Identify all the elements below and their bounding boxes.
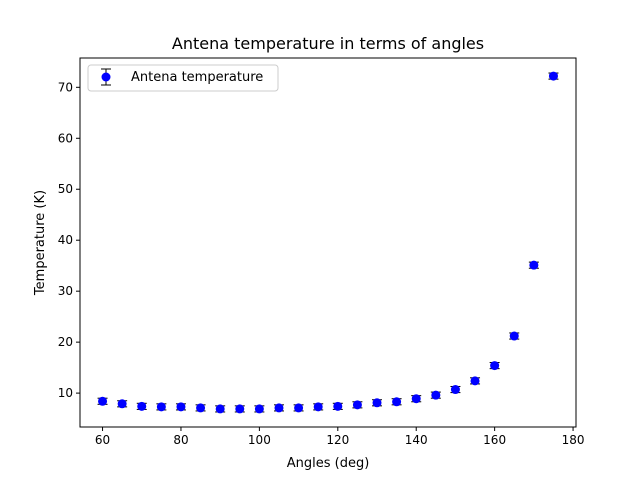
data-point [293,403,304,413]
data-marker [470,376,480,386]
data-marker [352,400,362,410]
data-marker [411,394,421,404]
data-point [450,385,461,395]
y-tick-label: 30 [58,284,73,298]
y-axis: 10 20 30 40 50 60 70 [58,80,80,400]
data-point [528,260,539,270]
data-marker [254,404,264,414]
x-tick-label: 180 [562,433,585,447]
data-point [97,396,108,406]
data-marker [294,403,304,413]
x-axis-label: Angles (deg) [287,456,370,471]
data-point [372,398,383,408]
data-point [470,376,481,386]
data-marker [490,361,500,371]
x-tick-label: 80 [173,433,188,447]
legend: Antena temperature [87,64,279,92]
data-point [117,399,128,409]
x-tick-label: 60 [95,433,110,447]
data-point [215,404,226,414]
y-tick-label: 50 [58,182,73,196]
x-tick-label: 100 [248,433,271,447]
data-marker [548,71,558,81]
data-point [175,402,186,412]
data-marker [156,402,166,412]
data-point [254,404,265,414]
data-marker [98,396,108,406]
data-marker [333,401,343,411]
data-point [391,397,402,407]
x-tick-label: 140 [405,433,428,447]
data-point [352,400,363,410]
data-marker [117,399,127,409]
data-point [136,401,147,411]
y-tick-label: 70 [58,80,73,94]
axes-frame [79,57,577,428]
y-tick-label: 20 [58,335,73,349]
data-marker [137,401,147,411]
data-marker [313,402,323,412]
data-point [548,71,559,81]
y-tick-label: 40 [58,233,73,247]
data-point [430,390,441,400]
data-point [234,404,245,414]
plot-area [97,71,559,414]
y-tick-label: 10 [58,386,73,400]
x-tick-label: 160 [483,433,506,447]
data-marker [509,331,519,341]
data-point [156,402,167,412]
data-point [489,361,500,371]
data-point [509,331,520,341]
chart-title: Antena temperature in terms of angles [172,34,484,53]
data-point [411,394,422,404]
data-marker [392,397,402,407]
data-point [273,403,284,413]
y-axis-label: Temperature (K) [33,190,48,296]
data-marker [196,403,206,413]
y-tick-label: 60 [58,131,73,145]
legend-label: Antena temperature [131,70,263,85]
data-point [195,403,206,413]
x-axis: 60 80 100 120 140 160 180 [95,427,585,447]
legend-box [87,64,279,92]
data-point [313,402,324,412]
data-marker [450,385,460,395]
data-marker [235,404,245,414]
data-marker [215,404,225,414]
x-tick-label: 120 [326,433,349,447]
data-marker [372,398,382,408]
data-marker [274,403,284,413]
legend-marker-icon [101,72,111,82]
data-marker [529,260,539,270]
data-point [332,401,343,411]
data-marker [176,402,186,412]
data-marker [431,390,441,400]
